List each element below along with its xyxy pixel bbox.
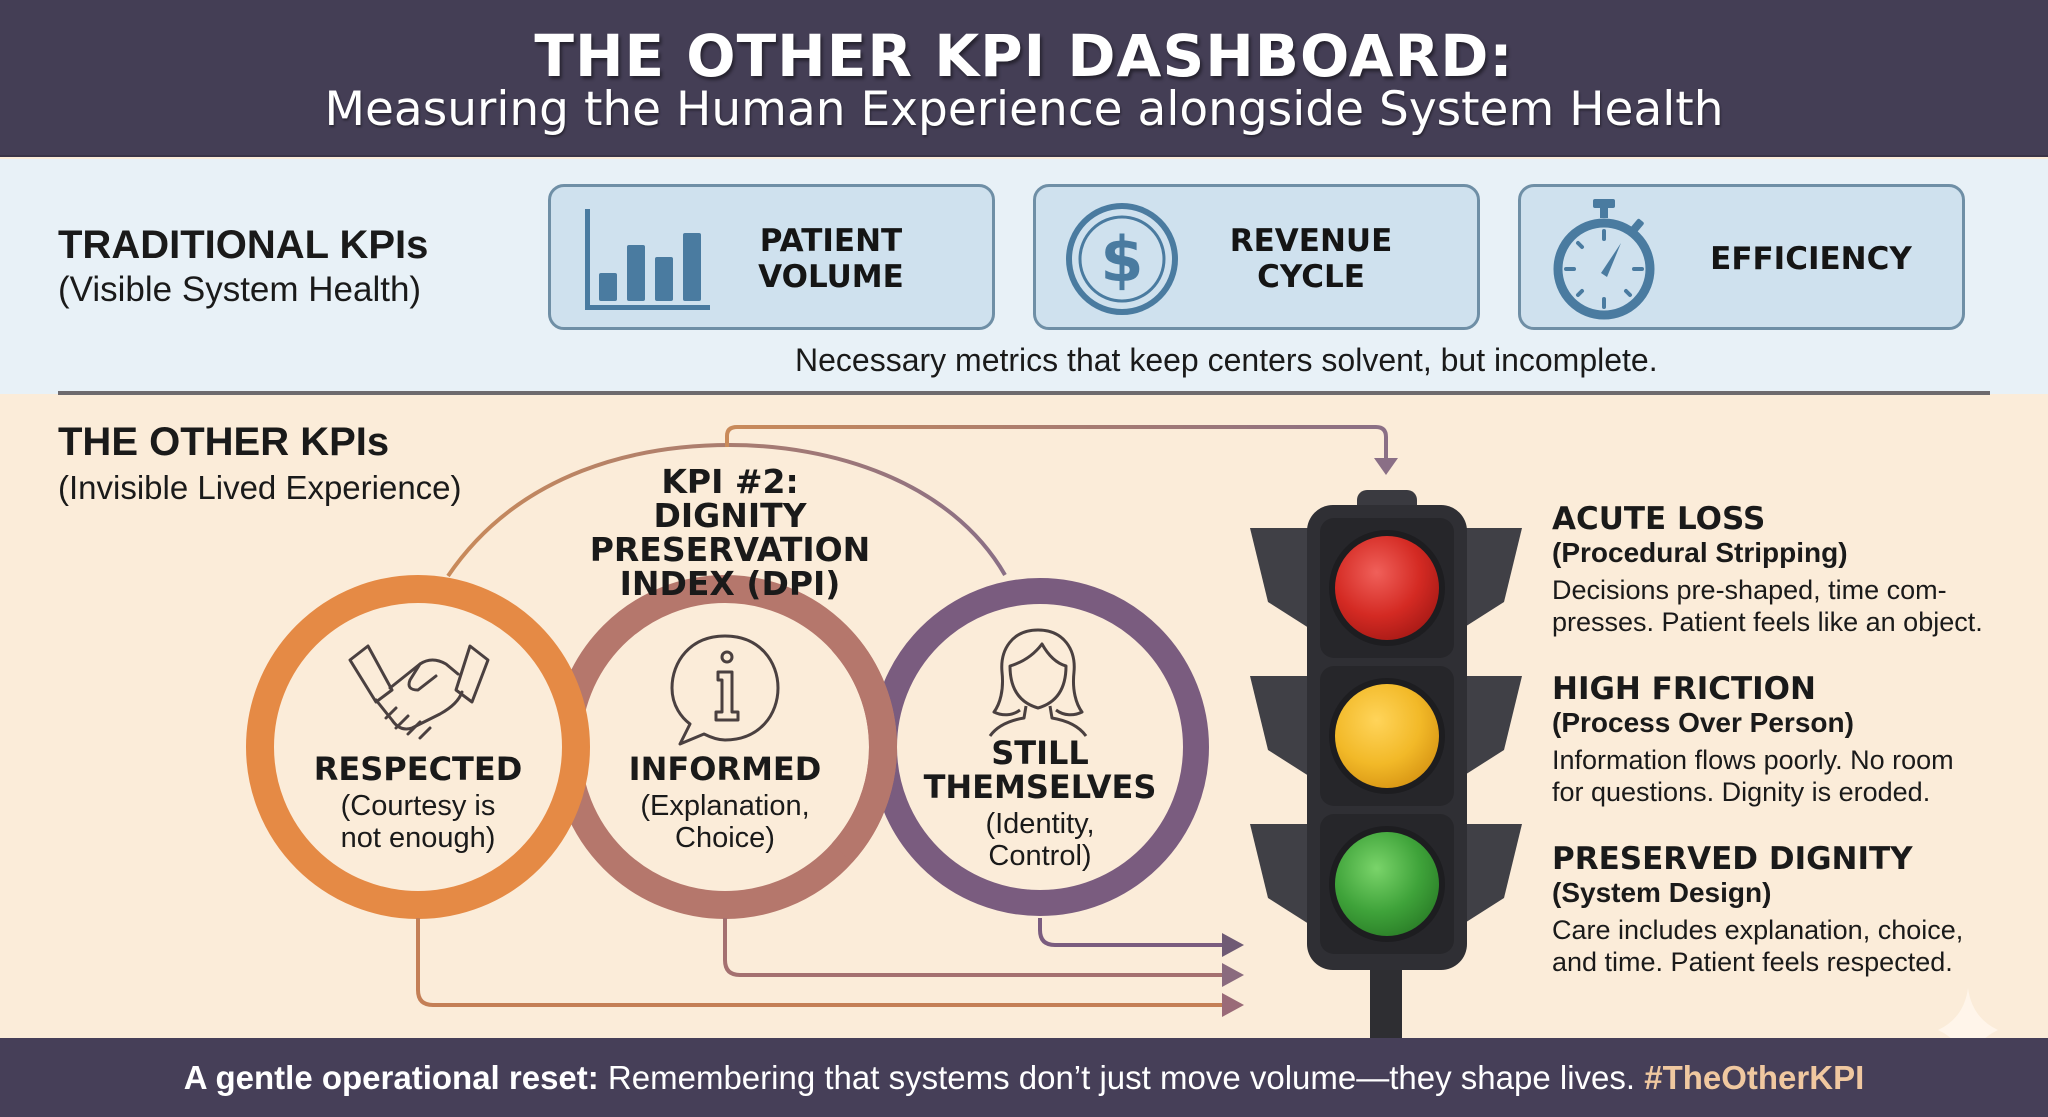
circle-desc: (Explanation, Choice) [640, 790, 810, 854]
connector-respected [416, 918, 1228, 1007]
handshake-icon [348, 644, 490, 740]
red-light [1335, 536, 1439, 640]
legend-high-friction: HIGH FRICTION (Process Over Person) Info… [1552, 671, 1954, 807]
legend-acute-loss: ACUTE LOSS (Procedural Stripping) Decisi… [1552, 501, 1983, 637]
other-kpis-subheading: (Invisible Lived Experience) [58, 469, 462, 506]
kpi-card-label: EFFICIENCY [1710, 241, 1912, 277]
page-subtitle: Measuring the Human Experience alongside… [324, 82, 1724, 137]
footer-text: A gentle operational reset: Remembering … [183, 1058, 1865, 1096]
traditional-kpis-note: Necessary metrics that keep centers solv… [795, 342, 1658, 378]
legend-preserved-dignity: PRESERVED DIGNITY (System Design) Care i… [1552, 841, 1964, 977]
connector-line [725, 425, 1388, 460]
kpi-card-label: PATIENT VOLUME [758, 223, 904, 295]
section-divider [58, 391, 1990, 395]
circle-title: RESPECTED [313, 750, 523, 788]
traffic-light [1250, 490, 1522, 1040]
traditional-kpis-section: TRADITIONAL KPIs (Visible System Health)… [0, 159, 2048, 394]
traffic-light-pole [1370, 960, 1402, 1040]
circle-informed: INFORMED (Explanation, Choice) [605, 752, 845, 854]
green-light [1335, 832, 1439, 936]
kpi-card-patient-volume: PATIENT VOLUME [548, 184, 995, 330]
ring-respected [246, 575, 590, 919]
arrow-right-icon [1222, 933, 1244, 957]
stopwatch-icon [1553, 199, 1655, 320]
kpi-card-label: REVENUE CYCLE [1229, 223, 1393, 295]
svg-text:$: $ [1100, 223, 1143, 296]
other-kpis-heading: THE OTHER KPIs [58, 420, 390, 464]
bar-chart-icon [585, 209, 710, 310]
connector-informed [723, 918, 1228, 977]
circle-title: INFORMED [628, 750, 822, 788]
dollar-coin-icon: $ [1066, 203, 1178, 315]
circle-still-themselves: STILL THEMSELVES (Identity, Control) [905, 736, 1175, 872]
person-icon [988, 628, 1088, 737]
traditional-kpis-label: TRADITIONAL KPIs (Visible System Health) [58, 223, 428, 310]
hashtag: #TheOtherKPI [1644, 1058, 1865, 1096]
arrow-down-icon [1374, 458, 1398, 475]
header-banner: THE OTHER KPI DASHBOARD: Measuring the H… [0, 0, 2048, 157]
dpi-title: KPI #2: DIGNITY PRESERVATION INDEX (DPI) [589, 462, 871, 603]
page-title: THE OTHER KPI DASHBOARD: [534, 22, 1514, 90]
footer-banner: A gentle operational reset: Remembering … [0, 1038, 2048, 1117]
yellow-light [1335, 684, 1439, 788]
dpi-arc [446, 442, 1007, 578]
traditional-kpis-heading: TRADITIONAL KPIs [58, 223, 429, 267]
circle-desc: (Courtesy is not enough) [340, 790, 496, 854]
arrow-right-icon [1222, 993, 1244, 1017]
circle-desc: (Identity, Control) [985, 808, 1095, 872]
circle-title: STILL THEMSELVES [923, 734, 1157, 806]
kpi-card-efficiency: EFFICIENCY [1518, 184, 1965, 330]
other-kpis-label: THE OTHER KPIs (Invisible Lived Experien… [58, 420, 462, 507]
circle-respected: RESPECTED (Courtesy is not enough) [298, 752, 538, 854]
connector-still-themselves [1038, 918, 1228, 947]
arrow-right-icon [1222, 963, 1244, 987]
kpi-card-revenue-cycle: $ REVENUE CYCLE [1033, 184, 1480, 330]
traditional-kpis-subheading: (Visible System Health) [58, 270, 422, 309]
sparkle-icon [1938, 988, 1998, 1072]
info-bubble-icon [670, 634, 780, 746]
